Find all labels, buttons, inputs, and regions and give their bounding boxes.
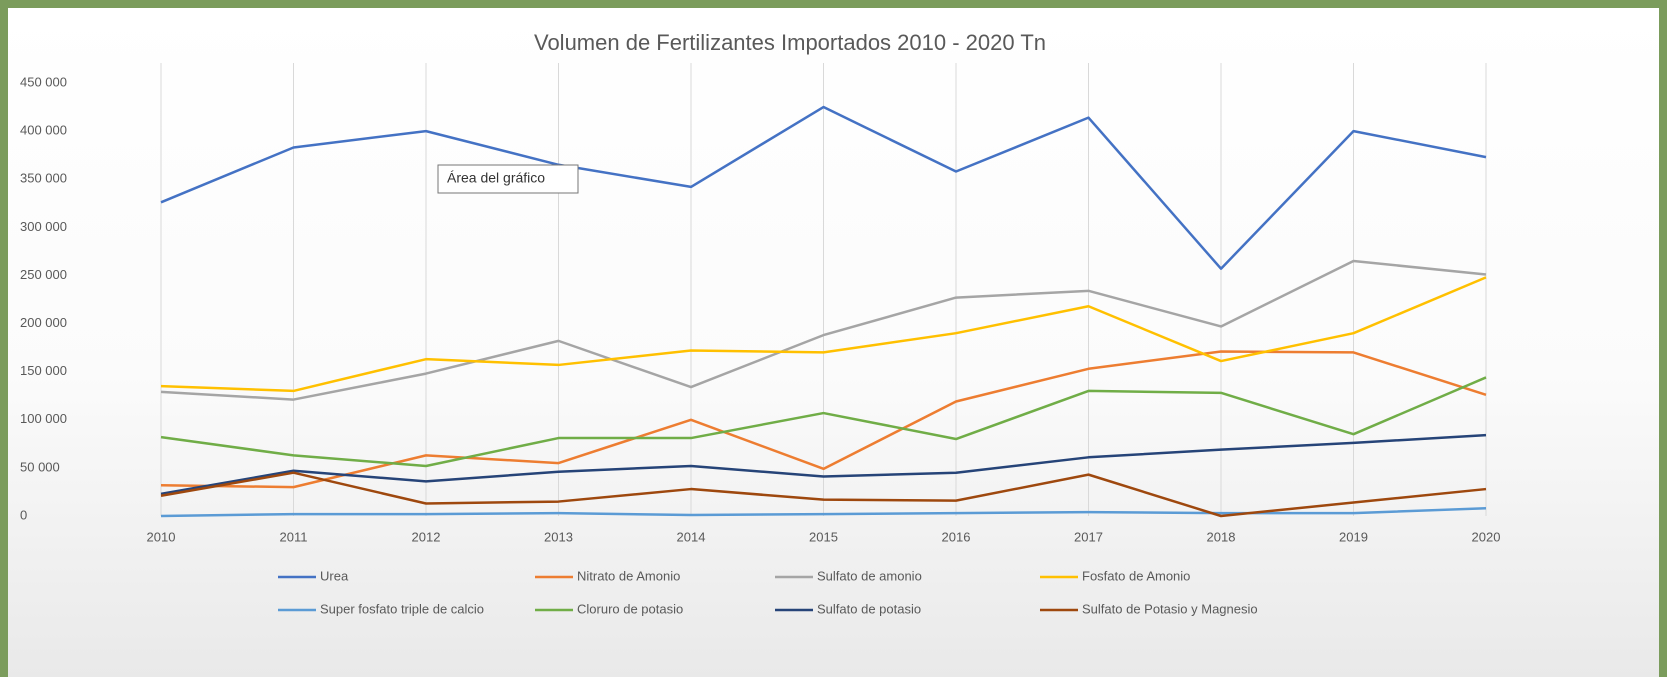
- y-tick-label: 150 000: [20, 363, 67, 378]
- x-tick-label: 2017: [1074, 529, 1103, 544]
- annotation: Área del gráfico: [447, 170, 545, 186]
- y-tick-label: 400 000: [20, 123, 67, 138]
- x-tick-label: 2012: [412, 529, 441, 544]
- series-line: [160, 259, 1487, 401]
- y-tick-label: 100 000: [20, 411, 67, 426]
- y-tick-label: 50 000: [20, 459, 60, 474]
- series-line: [160, 105, 1487, 270]
- x-tick-label: 2015: [809, 529, 838, 544]
- chart-area: [8, 8, 1659, 677]
- y-tick-label: 450 000: [20, 74, 67, 89]
- y-tick-label: 0: [20, 507, 27, 522]
- legend-label: Urea: [320, 568, 349, 583]
- y-tick-label: 300 000: [20, 219, 67, 234]
- y-tick-label: 200 000: [20, 315, 67, 330]
- y-tick-label: 350 000: [20, 171, 67, 186]
- x-tick-label: 2018: [1207, 529, 1236, 544]
- chart-title: Volumen de Fertilizantes Importados 2010…: [534, 30, 1046, 55]
- x-tick-label: 2016: [942, 529, 971, 544]
- legend-label: Cloruro de potasio: [577, 601, 683, 616]
- series-line: [160, 276, 1487, 393]
- series-line: [160, 507, 1487, 518]
- y-tick-label: 250 000: [20, 267, 67, 282]
- series-line: [160, 376, 1487, 468]
- x-tick-label: 2019: [1339, 529, 1368, 544]
- series-line: [160, 471, 1487, 518]
- legend-label: Nitrato de Amonio: [577, 568, 680, 583]
- legend-label: Super fosfato triple de calcio: [320, 601, 484, 616]
- legend-label: Fosfato de Amonio: [1082, 568, 1190, 583]
- x-tick-label: 2020: [1472, 529, 1501, 544]
- series-line: [160, 433, 1487, 496]
- x-tick-label: 2014: [677, 529, 706, 544]
- legend-label: Sulfato de amonio: [817, 568, 922, 583]
- x-tick-label: 2010: [147, 529, 176, 544]
- legend-label: Sulfato de potasio: [817, 601, 921, 616]
- annotation-box: [437, 164, 579, 194]
- x-tick-label: 2011: [280, 529, 308, 544]
- x-tick-label: 2013: [544, 529, 573, 544]
- legend-label: Sulfato de Potasio y Magnesio: [1082, 601, 1258, 616]
